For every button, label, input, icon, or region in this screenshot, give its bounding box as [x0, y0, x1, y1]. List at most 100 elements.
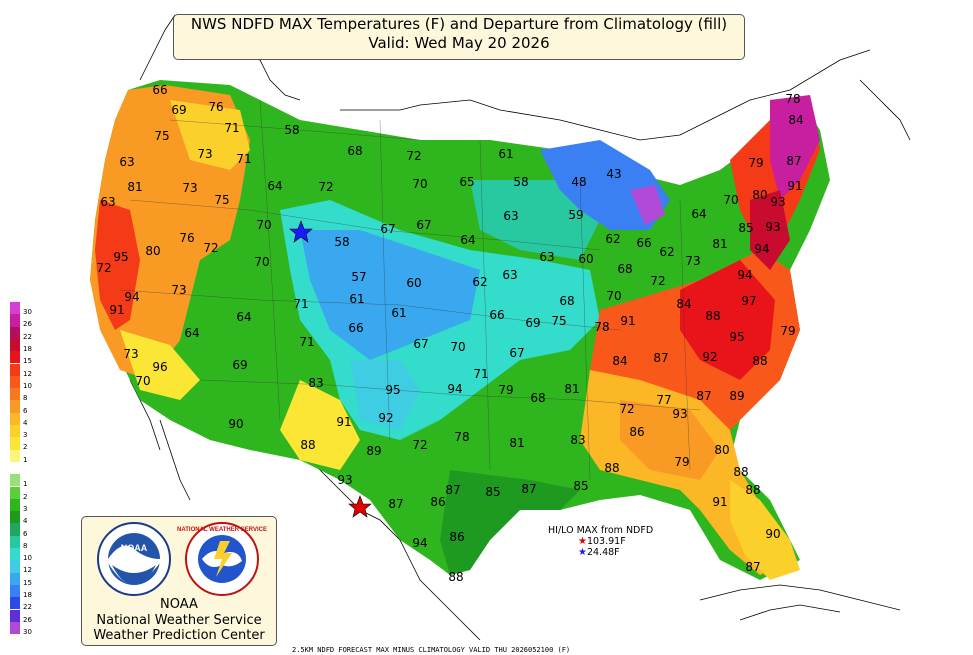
temperature-label: 87 — [696, 389, 711, 403]
hilo-box: HI/LO MAX from NDFD ★103.91F ★24.48F — [548, 525, 653, 558]
temperature-label: 75 — [214, 193, 229, 207]
temperature-label: 72 — [203, 241, 218, 255]
legend-swatch — [10, 548, 20, 561]
temperature-label: 68 — [559, 294, 574, 308]
temperature-label: 87 — [388, 497, 403, 511]
temperature-label: 72 — [406, 149, 421, 163]
temperature-label: 85 — [485, 485, 500, 499]
legend-swatch — [10, 535, 20, 548]
temperature-label: 94 — [412, 536, 427, 550]
legend-entry: 6 — [0, 400, 32, 415]
legend-entry: 22 — [0, 597, 32, 611]
temperature-label: 67 — [509, 346, 524, 360]
temperature-label: 72 — [96, 261, 111, 275]
temperature-label: 81 — [127, 180, 142, 194]
temperature-label: 80 — [714, 443, 729, 457]
temperature-label: 90 — [765, 527, 780, 541]
temperature-label: 64 — [460, 233, 475, 247]
temperature-label: 71 — [293, 297, 308, 311]
temperature-label: 63 — [119, 155, 134, 169]
legend-swatch — [10, 511, 20, 524]
temperature-label: 88 — [300, 438, 315, 452]
temperature-label: 84 — [788, 113, 803, 127]
legend-swatch — [10, 314, 20, 327]
temperature-label: 87 — [745, 560, 760, 574]
temperature-label: 95 — [113, 250, 128, 264]
legend-label: 6 — [23, 406, 28, 415]
legend-label: 22 — [23, 603, 32, 612]
temperature-label: 87 — [786, 154, 801, 168]
legend-entry: 8 — [0, 388, 32, 402]
legend-swatch — [10, 302, 20, 315]
high-max-star-icon — [348, 495, 372, 518]
temperature-label: 70 — [723, 193, 738, 207]
temperature-label: 62 — [472, 275, 487, 289]
temperature-label: 79 — [674, 455, 689, 469]
temperature-label: 77 — [656, 393, 671, 407]
temperature-label: 59 — [568, 208, 583, 222]
legend-label: 3 — [23, 504, 28, 513]
legend-label: 26 — [23, 615, 32, 624]
temperature-label: 92 — [702, 350, 717, 364]
temperature-label: 69 — [525, 316, 540, 330]
temperature-label: 81 — [509, 436, 524, 450]
legend-entry: 12 — [0, 560, 32, 574]
hi-star-icon: ★ — [578, 536, 587, 547]
temperature-label: 72 — [412, 438, 427, 452]
legend-entry: 10 — [0, 375, 32, 390]
legend-entry: 3 — [0, 425, 32, 439]
legend-entry: 18 — [0, 338, 32, 353]
legend-entry: 10 — [0, 548, 32, 562]
temperature-label: 75 — [154, 129, 169, 143]
logos: NOAA NATIONAL WEATHER SERVICE — [97, 522, 267, 596]
legend-label: 1 — [23, 455, 28, 464]
temperature-label: 71 — [236, 152, 251, 166]
temperature-label: 93 — [337, 473, 352, 487]
legend-label: 30 — [23, 308, 32, 317]
legend-swatch — [10, 609, 20, 622]
temperature-label: 90 — [228, 417, 243, 431]
temperature-label: 91 — [109, 303, 124, 317]
temperature-label: 76 — [179, 231, 194, 245]
legend-entry: 12 — [0, 363, 32, 378]
temperature-label: 83 — [570, 433, 585, 447]
temperature-label: 70 — [606, 289, 621, 303]
temperature-label: 66 — [636, 236, 651, 250]
temperature-label: 89 — [366, 444, 381, 458]
temperature-label: 91 — [620, 314, 635, 328]
temperature-label: 85 — [573, 479, 588, 493]
legend-swatch — [10, 597, 20, 610]
temperature-label: 94 — [124, 290, 139, 304]
temperature-label: 73 — [685, 254, 700, 268]
legend-swatch — [10, 375, 20, 389]
legend-swatch — [10, 584, 20, 598]
temperature-label: 58 — [513, 175, 528, 189]
legend-label: 22 — [23, 332, 32, 341]
legend-swatch — [10, 486, 20, 499]
temperature-label: 73 — [182, 181, 197, 195]
noaa-logo-icon: NOAA — [97, 522, 171, 596]
temperature-label: 78 — [785, 92, 800, 106]
hilo-markers — [289, 220, 372, 518]
legend-swatch — [10, 425, 20, 438]
temperature-label: 69 — [232, 358, 247, 372]
logo-line1: NOAA — [160, 597, 198, 612]
legend-entry: 15 — [0, 351, 32, 365]
temperature-label: 88 — [733, 465, 748, 479]
hilo-hi-row: ★103.91F — [548, 536, 653, 547]
legend-label: 10 — [23, 381, 32, 390]
temperature-label: 87 — [445, 483, 460, 497]
temperature-label: 48 — [571, 175, 586, 189]
temperature-label: 78 — [454, 430, 469, 444]
temperature-label: 91 — [336, 415, 351, 429]
temperature-label: 58 — [284, 123, 299, 137]
temperature-label: 60 — [578, 252, 593, 266]
temperature-label: 76 — [208, 100, 223, 114]
temperature-label: 87 — [521, 482, 536, 496]
footer-caption: 2.5KM NDFD FORECAST MAX MINUS CLIMATOLOG… — [292, 646, 571, 654]
legend-label: 12 — [23, 566, 32, 575]
legend-label: 18 — [23, 591, 32, 600]
legend-swatch — [10, 498, 20, 512]
